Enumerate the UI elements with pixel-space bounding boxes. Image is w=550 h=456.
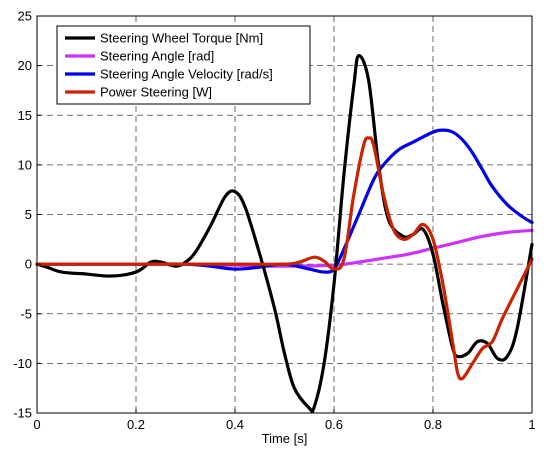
x-tick-label: 0	[33, 417, 40, 432]
y-tick-label: 0	[25, 257, 32, 272]
series-line	[35, 136, 534, 381]
y-tick-label: -5	[20, 306, 32, 321]
series-layer	[35, 54, 534, 414]
axis-ticks: 0 0.2 0.4 0.6 0.8 1 -15 -10 -5 0 5 10 15 20 25	[13, 9, 535, 433]
y-tick-label: 10	[18, 157, 32, 172]
x-tick-label: 1	[528, 417, 535, 432]
series-line	[35, 54, 534, 414]
y-tick-label: 5	[25, 207, 32, 222]
x-axis-label: Time [s]	[262, 431, 308, 446]
legend-entry: Steering Angle [rad]	[100, 49, 214, 64]
x-tick-label: 0.6	[325, 417, 343, 432]
legend-box	[56, 25, 311, 105]
legend-entry: Steering Wheel Torque [Nm]	[100, 31, 263, 46]
legend: Steering Wheel Torque [Nm] Steering Angle…	[56, 25, 311, 105]
series-line	[35, 128, 534, 274]
y-tick-label: 15	[18, 108, 32, 123]
x-tick-label: 0.2	[127, 417, 145, 432]
legend-entry: Steering Angle Velocity [rad/s]	[100, 67, 273, 82]
legend-entry: Power Steering [W]	[100, 85, 212, 100]
y-tick-label: 25	[18, 9, 32, 24]
x-tick-label: 0.8	[424, 417, 442, 432]
y-tick-label: -15	[13, 406, 32, 421]
x-tick-label: 0.4	[226, 417, 244, 432]
y-tick-label: 20	[18, 58, 32, 73]
y-tick-label: -10	[13, 356, 32, 371]
